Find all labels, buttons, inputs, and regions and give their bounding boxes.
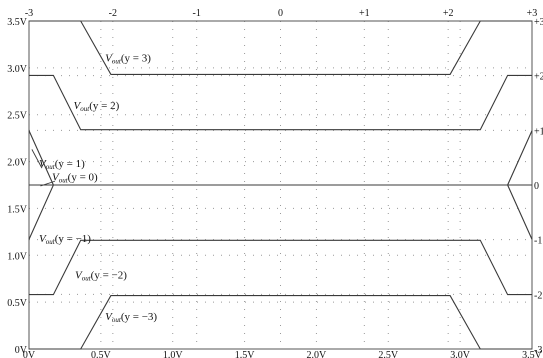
top-tick-label: -1 — [192, 8, 200, 19]
series-line — [28, 184, 533, 240]
series-label-rest: (y = 3) — [121, 52, 151, 64]
top-tick-label: +3 — [527, 8, 538, 19]
series-label-rest: (y = −3) — [121, 311, 158, 323]
series-label-var: V — [105, 311, 113, 323]
series-label: Vout(y = −2) — [75, 270, 127, 283]
series-label-sub: out — [82, 275, 92, 283]
top-tick-label: 0 — [278, 8, 283, 19]
series-label-var: V — [105, 52, 113, 64]
series-line — [29, 239, 532, 296]
series-label-sub: out — [112, 316, 122, 324]
series-label-var: V — [74, 100, 82, 112]
series-label-rest: (y = 1) — [55, 158, 85, 170]
y-tick-label: 2.5V — [7, 111, 28, 122]
right-tick-label: +1 — [534, 126, 543, 137]
series-label-sub: out — [112, 57, 122, 65]
leader-line — [31, 149, 43, 169]
x-tick-label: 2.5V — [378, 350, 399, 358]
y-tick-label: 3.5V — [7, 17, 28, 28]
series-label-var: V — [75, 270, 83, 282]
x-tick-label: 0V — [23, 350, 36, 358]
right-tick-label: +2 — [534, 72, 543, 83]
series-label: Vout(y = −1) — [39, 233, 91, 246]
series-label-var: V — [52, 171, 60, 183]
y-tick-label: 1.5V — [7, 204, 28, 215]
x-tick-label: 0.5V — [91, 350, 112, 358]
x-tick-label: 3.5V — [522, 350, 543, 358]
y-tick-label: 3.0V — [7, 64, 28, 75]
x-tick-label: 1.5V — [235, 350, 256, 358]
series-line — [29, 295, 532, 350]
top-tick-label: -2 — [109, 8, 117, 19]
x-tick-label: 1.0V — [163, 350, 184, 358]
series-label-sub: out — [80, 105, 90, 113]
right-tick-label: 0 — [534, 181, 539, 192]
right-tick-label: -1 — [534, 236, 542, 247]
series-label-rest: (y = 0) — [68, 171, 98, 183]
tick-labels: 0V 0.5V 1.0V 1.5V 2.0V 2.5V 3.0V 3.5V0V0.5V1.0V… — [7, 8, 543, 358]
series-label-rest: (y = −1) — [55, 233, 92, 245]
series-label-rest: (y = 2) — [89, 100, 119, 112]
leader-line — [40, 180, 56, 187]
x-tick-label: 2.0V — [307, 350, 328, 358]
series-label: Vout(y = 0) — [52, 171, 98, 184]
top-tick-label: -3 — [25, 8, 33, 19]
series-line — [29, 74, 532, 131]
x-tick-label: 3.0V — [450, 350, 471, 358]
right-tick-label: -3 — [534, 345, 542, 356]
right-tick-label: -2 — [534, 290, 542, 301]
top-tick-label: +2 — [443, 8, 454, 19]
y-tick-label: 0V — [15, 345, 28, 356]
series-label: Vout(y = 1) — [39, 158, 85, 171]
y-tick-label: 1.0V — [7, 251, 28, 262]
series-label-sub: out — [59, 176, 69, 184]
series-label: Vout(y = −3) — [105, 311, 157, 324]
series-label: Vout(y = 3) — [105, 52, 151, 65]
y-tick-label: 0.5V — [7, 298, 28, 309]
series-label-var: V — [39, 233, 47, 245]
series-label-sub: out — [46, 238, 56, 246]
series-group — [28, 20, 533, 350]
series-line — [29, 20, 532, 75]
top-tick-label: +1 — [359, 8, 370, 19]
series-labels: Vout(y = 3)Vout(y = 2)Vout(y = 1)Vout(y … — [39, 52, 157, 324]
right-tick-label: +3 — [534, 17, 543, 28]
series-label-var: V — [39, 158, 47, 170]
y-tick-label: 2.0V — [7, 158, 28, 169]
leader-lines — [31, 149, 56, 187]
series-label: Vout(y = 2) — [74, 100, 120, 113]
series-label-sub: out — [46, 163, 56, 171]
series-label-rest: (y = −2) — [91, 270, 128, 282]
